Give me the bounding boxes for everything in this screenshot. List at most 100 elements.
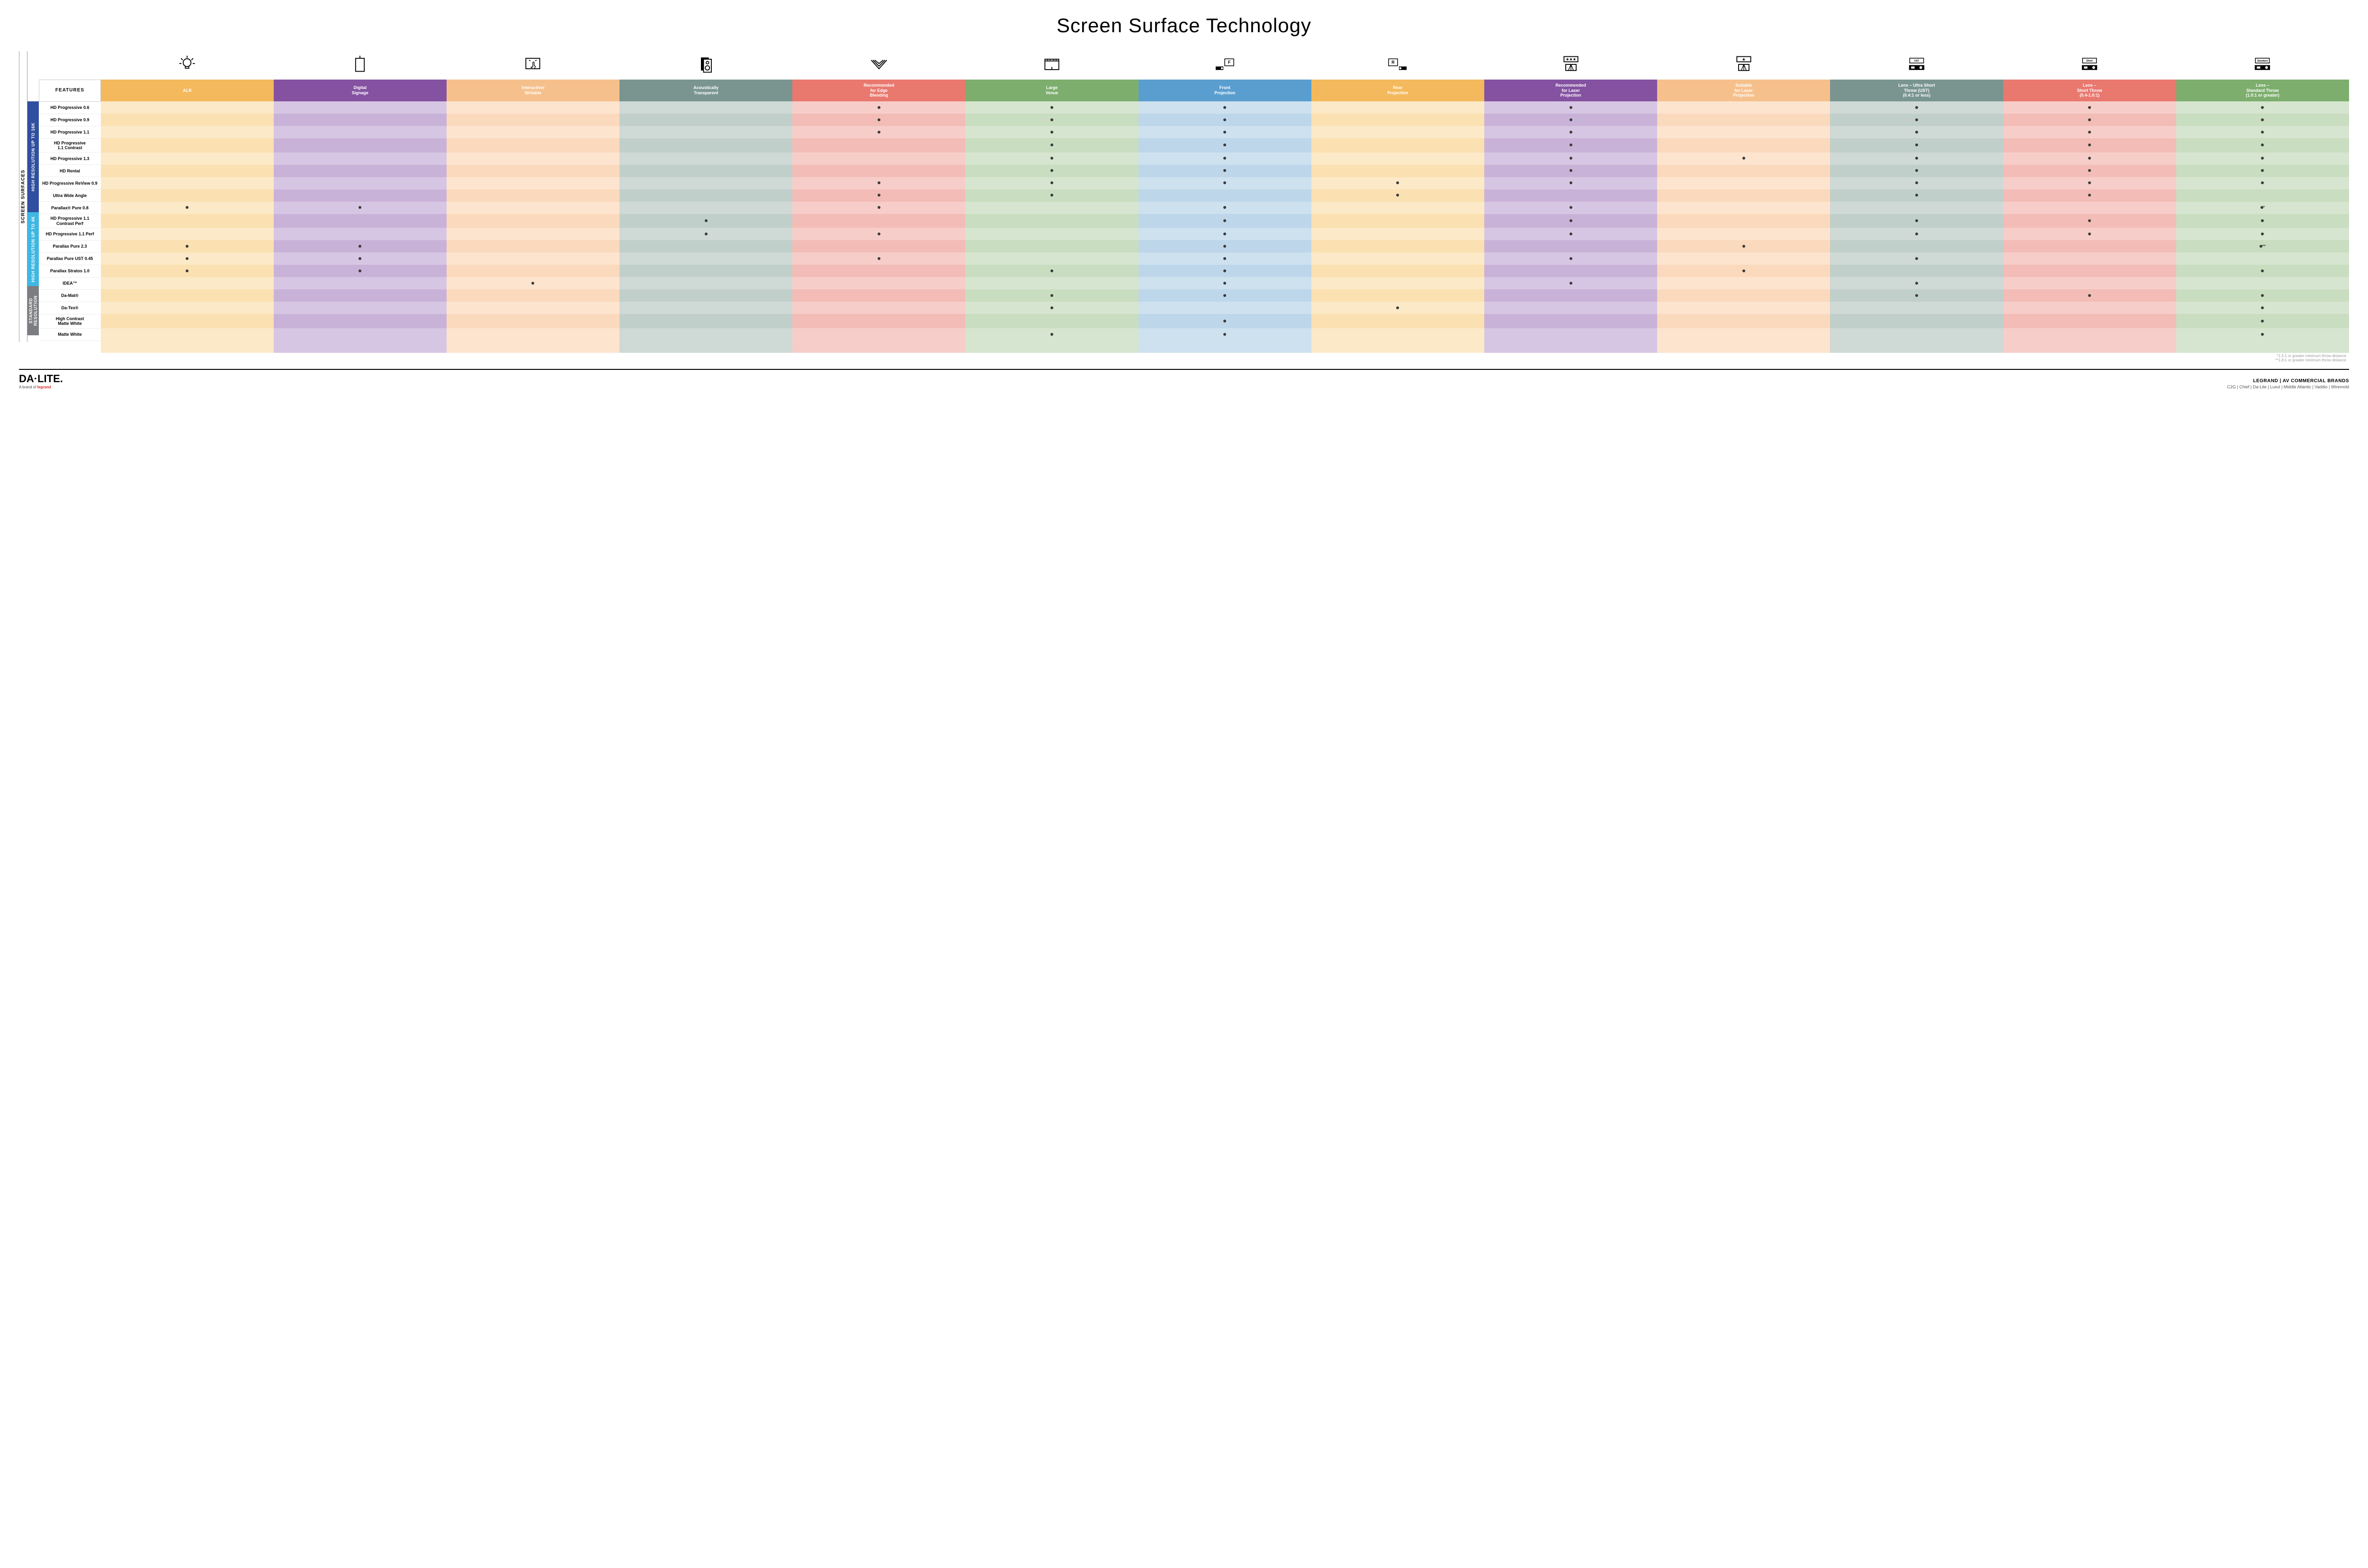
cell <box>965 177 1138 189</box>
cell <box>1830 228 2003 240</box>
cell <box>1139 289 1311 302</box>
cell <box>101 214 274 228</box>
cell <box>274 328 447 340</box>
row-label: HD Progressive1.1 Contrast <box>39 138 101 152</box>
chart-container: SCREEN SURFACES HIGH RESOLUTION UP TO 16… <box>19 51 2349 362</box>
group-label: HIGH RESOLUTION UP TO 16K <box>27 101 39 212</box>
cell <box>2003 252 2176 265</box>
cell <box>1139 314 1311 328</box>
cell <box>619 202 792 214</box>
cell <box>1830 314 2003 328</box>
cell <box>792 189 965 202</box>
cell <box>2003 101 2176 114</box>
row-label: Parallax Pure 2.3 <box>39 240 101 252</box>
cell <box>2003 138 2176 152</box>
table-row: HD Progressive 1.1 <box>39 126 2350 138</box>
group-label: STANDARDRESOLUTION <box>27 286 39 335</box>
column-header-at: AcousticallyTransparent <box>619 80 792 101</box>
cell <box>1139 152 1311 165</box>
logo-sub: A brand of legrand <box>19 385 63 389</box>
cell <box>2003 214 2176 228</box>
table-row: Da-Mat® <box>39 289 2350 302</box>
cell <box>2176 277 2349 289</box>
table-row: HD Progressive 1.3 <box>39 152 2350 165</box>
column-header-front: FrontProjection <box>1139 80 1311 101</box>
cell <box>101 189 274 202</box>
cell <box>101 138 274 152</box>
cell <box>792 101 965 114</box>
cell <box>274 165 447 177</box>
row-label: HD Progressive ReView 0.9 <box>39 177 101 189</box>
cell <box>101 277 274 289</box>
cell <box>1484 265 1657 277</box>
cell <box>619 328 792 340</box>
cell <box>2176 165 2349 177</box>
cell <box>101 240 274 252</box>
cell <box>1311 202 1484 214</box>
row-label: Ultra Wide Angle <box>39 189 101 202</box>
cell <box>2003 126 2176 138</box>
icon-row-blank <box>39 51 101 80</box>
cell <box>965 314 1138 328</box>
cell <box>1657 138 1830 152</box>
cell <box>619 114 792 126</box>
cell <box>1484 138 1657 152</box>
logo-sub-brand: legrand <box>37 385 51 389</box>
logo-main: DA·LITE. <box>19 373 63 385</box>
column-icon-rear: R <box>1311 51 1484 80</box>
svg-text:Standard: Standard <box>2257 60 2268 63</box>
cell <box>1484 114 1657 126</box>
cell <box>274 189 447 202</box>
cell <box>619 228 792 240</box>
cell <box>101 302 274 314</box>
cell <box>101 202 274 214</box>
cell <box>1311 240 1484 252</box>
cell <box>619 138 792 152</box>
cell <box>1484 165 1657 177</box>
cell <box>2003 328 2176 340</box>
cell <box>965 138 1138 152</box>
cell <box>1830 138 2003 152</box>
cell <box>1484 152 1657 165</box>
cell <box>1657 228 1830 240</box>
cell <box>619 165 792 177</box>
cell <box>965 289 1138 302</box>
table-row: HD Progressive 1.1Contrast Perf <box>39 214 2350 228</box>
cell <box>792 277 965 289</box>
row-label: HD Rental <box>39 165 101 177</box>
cell <box>2176 126 2349 138</box>
cell <box>2003 289 2176 302</box>
cell <box>1657 277 1830 289</box>
cell <box>274 302 447 314</box>
cell <box>447 138 619 152</box>
column-header-ds: DigitalSignage <box>274 80 447 101</box>
cell <box>1484 277 1657 289</box>
cell <box>2176 289 2349 302</box>
cell <box>792 152 965 165</box>
footnotes: *1.5:1 or greater minimum throw distance… <box>39 354 2349 362</box>
cell <box>101 126 274 138</box>
cell <box>274 126 447 138</box>
cell <box>1657 126 1830 138</box>
cell <box>101 177 274 189</box>
column-header-large: LargeVenue <box>965 80 1138 101</box>
cell <box>1657 252 1830 265</box>
cell <box>792 289 965 302</box>
row-label: Parallax Stratos 1.0 <box>39 265 101 277</box>
cell <box>1830 289 2003 302</box>
cell <box>1484 189 1657 202</box>
cell <box>1311 228 1484 240</box>
cell <box>1311 265 1484 277</box>
cell <box>1311 277 1484 289</box>
cell <box>447 101 619 114</box>
outer-vertical-label: SCREEN SURFACES <box>19 51 27 342</box>
cell <box>1311 214 1484 228</box>
column-header-ust: Lens – Ultra ShortThrow (UST)(0.4:1 or l… <box>1830 80 2003 101</box>
cell <box>447 265 619 277</box>
cell <box>1139 126 1311 138</box>
cell <box>1311 152 1484 165</box>
cell <box>1139 202 1311 214</box>
column-icon-edge <box>792 51 965 80</box>
cell <box>965 101 1138 114</box>
cell <box>619 152 792 165</box>
